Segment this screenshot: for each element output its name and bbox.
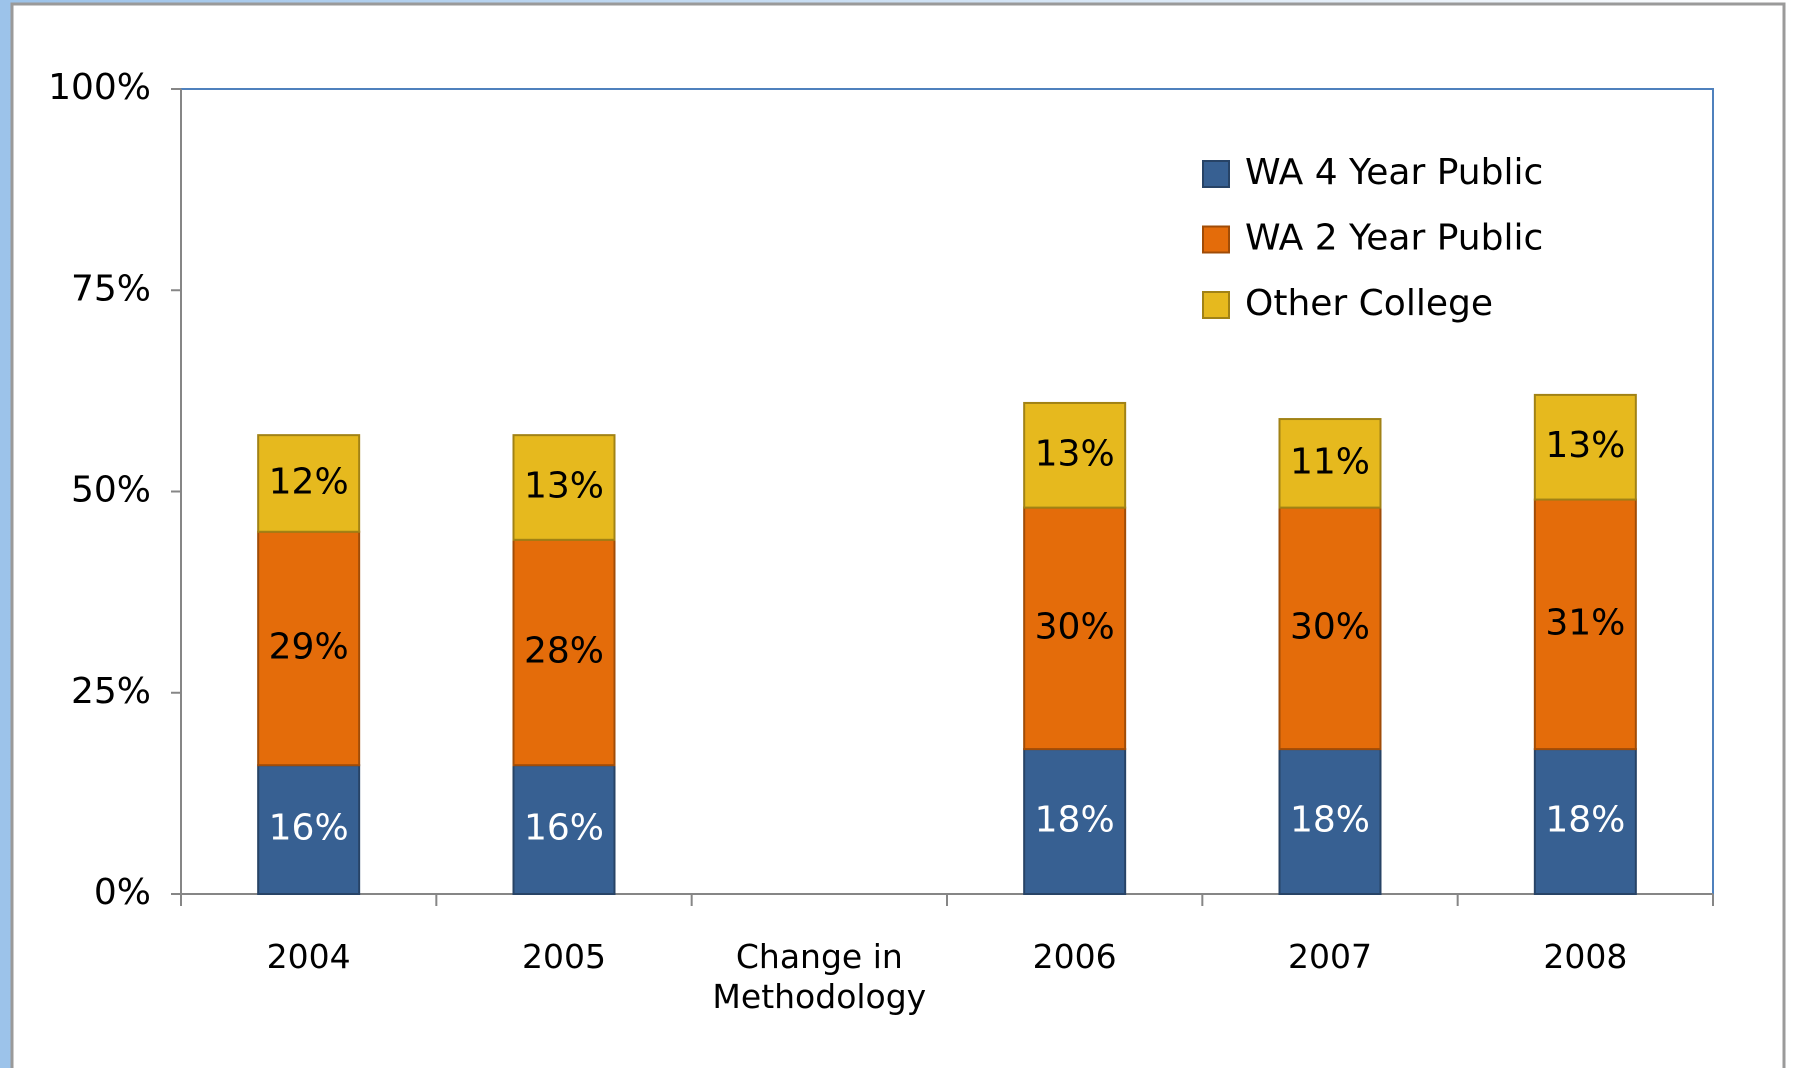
plot-area [180, 88, 1714, 895]
bar-segment [257, 434, 361, 533]
data-label: 18% [1545, 800, 1625, 841]
x-tick-label: Change in Methodology [712, 937, 927, 1016]
legend-swatch [1202, 160, 1230, 188]
data-label: 11% [1290, 441, 1370, 482]
data-label: 31% [1545, 602, 1625, 643]
bar-segment [257, 530, 361, 767]
legend-label: WA 2 Year Public [1245, 218, 1543, 259]
legend-swatch [1202, 225, 1230, 254]
y-tick-label: 100% [48, 67, 151, 108]
y-tick-label: 75% [71, 268, 151, 309]
legend-label: WA 4 Year Public [1245, 152, 1543, 193]
y-tick-label: 25% [71, 671, 151, 712]
bar-segment [1278, 418, 1382, 509]
bar-segment [257, 764, 361, 896]
bar-segment [512, 434, 616, 541]
bar-segment [1533, 393, 1637, 501]
data-label: 18% [1290, 800, 1370, 841]
data-label: 28% [524, 631, 604, 672]
x-tick-label: 2008 [1543, 937, 1628, 976]
y-tick-label: 50% [71, 470, 151, 511]
data-label: 16% [269, 808, 349, 849]
legend-swatch [1202, 291, 1230, 319]
bar-segment [1023, 506, 1127, 751]
bar-segment [1023, 401, 1127, 509]
bar-segment [1533, 498, 1637, 751]
data-label: 13% [1035, 433, 1115, 474]
data-label: 30% [1290, 606, 1370, 647]
x-tick-label: 2004 [266, 937, 351, 976]
bar-segment [1023, 748, 1127, 895]
bar-segment [512, 538, 616, 767]
data-label: 13% [524, 465, 604, 506]
y-tick-label: 0% [94, 872, 151, 913]
data-label: 18% [1035, 800, 1115, 841]
legend-label: Other College [1245, 283, 1493, 324]
x-tick-label: 2005 [522, 937, 606, 976]
bar-segment [1278, 748, 1382, 895]
data-label: 29% [269, 626, 349, 667]
x-tick-label: 2007 [1288, 937, 1372, 976]
data-label: 12% [269, 461, 349, 502]
data-label: 16% [524, 808, 604, 849]
data-label: 30% [1035, 606, 1115, 647]
data-label: 13% [1545, 425, 1625, 466]
x-tick-label: 2006 [1032, 937, 1117, 976]
